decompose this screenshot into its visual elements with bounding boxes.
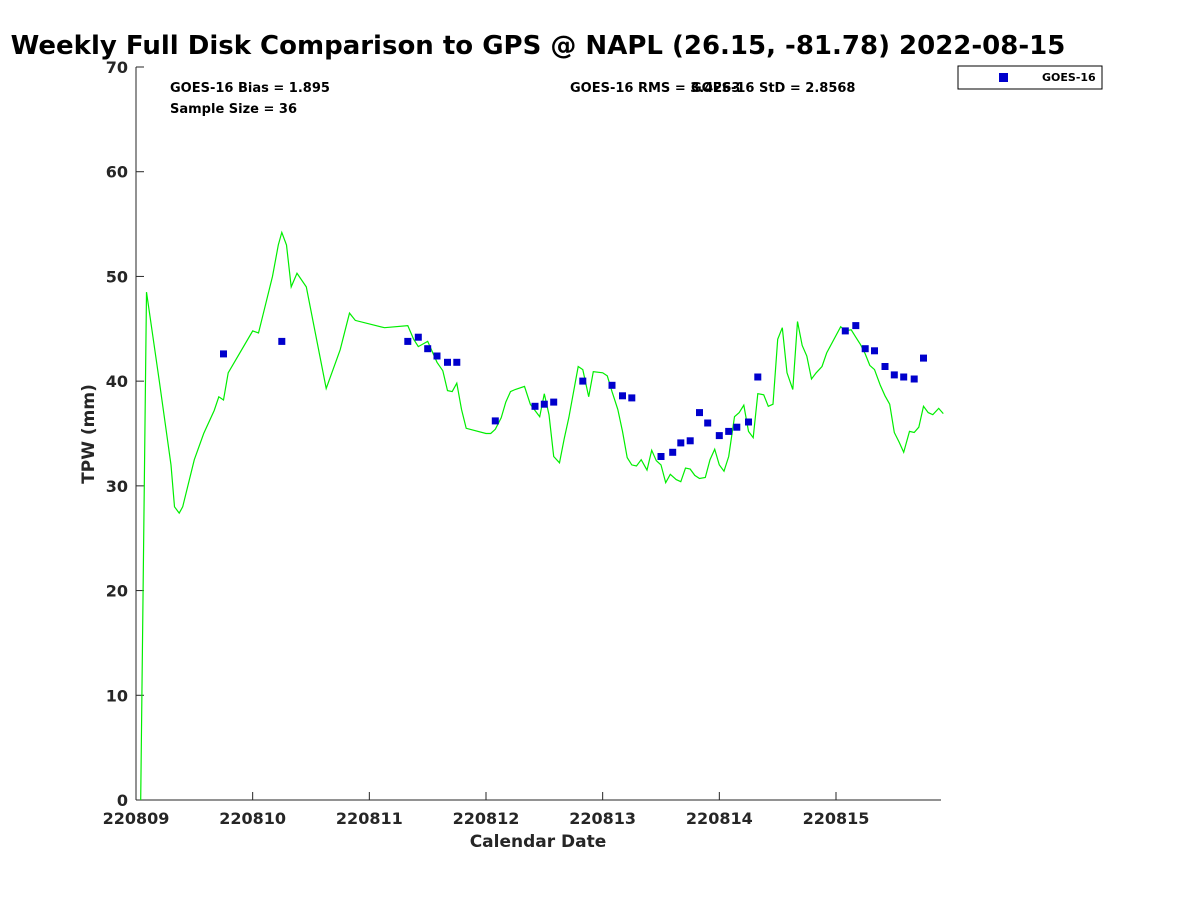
goes-16-point [920,354,927,362]
goes-16-point [220,350,227,358]
y-tick-label: 40 [106,372,128,391]
goes-16-point [628,394,636,402]
goes-16-point [881,363,889,370]
goes-16-point [433,352,441,360]
rms-annotation: GOES-16 RMS = 3.4263 [570,81,740,96]
goes-16-point [444,358,451,366]
goes-16-point [715,432,723,440]
goes-16-point [424,345,432,353]
y-tick-label: 20 [106,582,128,601]
goes-16-point [852,322,860,330]
goes-16-point [841,327,849,335]
goes-16-point [491,417,499,425]
goes-16-point [910,375,918,383]
x-axis-label: Calendar Date [470,832,607,852]
goes-16-point [619,392,626,400]
y-tick-label: 50 [106,267,128,286]
legend-marker [999,73,1008,82]
std-annotation: GOES-16 StD = 2.8568 [691,81,855,96]
y-tick-label: 70 [106,58,128,77]
goes-16-point [890,371,898,379]
goes-16-point [579,377,587,385]
goes-16-point [704,419,712,427]
y-tick-label: 60 [106,163,128,182]
axes: 0 10 20 30 40 50 60 70 220809 220810 220811 220812 2… [103,58,941,828]
x-tick-label: 220810 [219,809,286,828]
plot-area [140,230,944,801]
goes-16-point [871,347,878,355]
y-tick-label: 0 [117,791,128,810]
x-tick-label: 220814 [686,809,753,828]
goes-16-point [540,400,548,408]
chart-title: Weekly Full Disk Comparison to GPS @ NAP… [11,31,1066,61]
goes-16-point [550,398,558,406]
x-tick-label: 220809 [103,809,170,828]
goes-16-point [453,358,461,366]
goes-16-point [686,437,694,445]
goes-16-point [696,409,703,417]
legend: GOES-16 [957,65,1103,90]
goes-16-point [677,439,685,447]
goes-16-point [669,448,677,456]
sample-size-annotation: Sample Size = 36 [170,102,297,117]
x-tick-label: 220811 [336,809,403,828]
goes-16-point [754,373,762,381]
gps-series-line [140,230,944,801]
y-axis-label: TPW (mm) [79,384,99,484]
legend-box [957,65,1103,90]
y-tick-label: 30 [106,477,128,496]
x-tick-label: 220815 [803,809,870,828]
goes-16-point [900,373,908,381]
legend-label: GOES-16 [1042,71,1096,84]
goes-16-point [608,381,616,389]
goes-16-point [745,418,752,426]
goes-16-point [733,423,741,431]
goes-16-point [861,345,869,353]
goes-16-point [657,453,665,460]
y-tick-label: 10 [106,686,128,705]
x-tick-label: 220813 [569,809,636,828]
goes-16-point [531,402,539,410]
goes-16-point [404,337,412,345]
goes-16-point [414,333,422,341]
goes-16-point [725,427,733,435]
goes-16-point [278,337,286,345]
x-tick-label: 220812 [453,809,520,828]
bias-annotation: GOES-16 Bias = 1.895 [170,81,330,96]
